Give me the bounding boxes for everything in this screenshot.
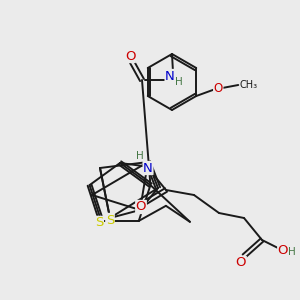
Text: O: O bbox=[236, 256, 246, 269]
Text: H: H bbox=[288, 247, 296, 257]
Text: N: N bbox=[143, 161, 153, 175]
Text: O: O bbox=[214, 82, 223, 94]
Text: H: H bbox=[136, 151, 144, 161]
Text: O: O bbox=[125, 50, 135, 62]
Text: O: O bbox=[136, 200, 146, 214]
Text: N: N bbox=[165, 70, 175, 83]
Text: H: H bbox=[175, 77, 183, 87]
Text: S: S bbox=[95, 216, 103, 230]
Text: O: O bbox=[278, 244, 288, 256]
Text: S: S bbox=[106, 214, 114, 226]
Text: CH₃: CH₃ bbox=[239, 80, 257, 90]
